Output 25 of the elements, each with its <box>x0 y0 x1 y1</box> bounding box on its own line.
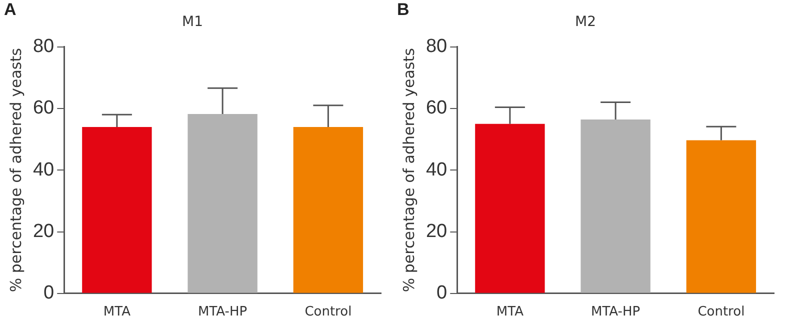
y-tick-label: 80 <box>32 36 54 58</box>
chart-title: M1 <box>182 14 203 30</box>
y-tick-label: 20 <box>32 220 54 242</box>
bar <box>580 120 650 293</box>
bar <box>686 140 756 293</box>
y-tick-label: 80 <box>426 36 448 58</box>
x-tick-label: MTA-HP <box>198 304 248 320</box>
y-tick-label: 60 <box>32 98 54 119</box>
text: A <box>4 0 16 20</box>
x-tick-label: Control <box>304 304 352 320</box>
text: B <box>397 0 410 20</box>
y-axis-title: % percentage of adhered yeasts <box>6 48 25 292</box>
x-tick-label: MTA-HP <box>591 304 640 320</box>
y-tick-label: 0 <box>436 282 448 304</box>
y-axis-title: % percentage of adhered yeasts <box>400 48 418 292</box>
y-tick-label: 0 <box>44 282 54 304</box>
y-tick-label: 40 <box>32 159 54 180</box>
x-tick-label: MTA <box>103 304 131 320</box>
x-tick-label: MTA <box>496 304 524 320</box>
x-tick-label: Control <box>698 304 745 320</box>
chart-title: M2 <box>575 14 596 30</box>
y-tick-label: 60 <box>426 98 448 119</box>
y-tick-label: 40 <box>426 159 448 180</box>
bar <box>475 124 545 293</box>
y-tick-label: 20 <box>426 220 448 242</box>
